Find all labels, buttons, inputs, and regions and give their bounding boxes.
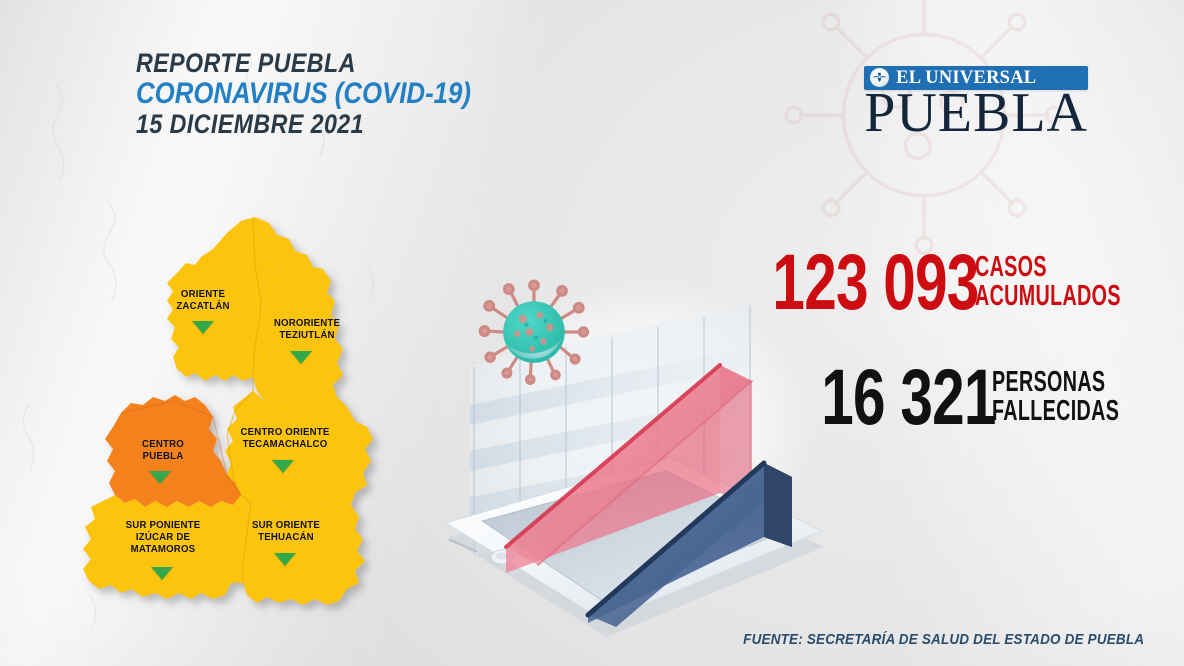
source-note: FUENTE: SECRETARÍA DE SALUD DEL ESTADO D… — [742, 632, 1144, 648]
virus-watermark-icon — [769, 0, 1079, 270]
map-region-centro-puebla — [105, 395, 241, 507]
title-line-coronavirus: CORONAVIRUS (COVID-19) — [136, 76, 471, 110]
coronavirus-particle-icon — [478, 276, 590, 388]
page-title: REPORTE PUEBLA CORONAVIRUS (COVID-19) 15… — [136, 48, 525, 140]
stat-casos-acumulados: 123 093 CASOS ACUMULADOS — [700, 237, 1184, 326]
stat-casos-label-line1: CASOS — [974, 250, 1047, 283]
brand-logo[interactable]: EL UNIVERSAL PUEBLA — [864, 66, 1088, 144]
map-region-oriente-zacatlan — [167, 217, 281, 381]
stat-fallecidas-label-line1: PERSONAS — [991, 365, 1106, 398]
chart-wedge-red — [504, 363, 753, 573]
logo-banner: EL UNIVERSAL — [864, 66, 1088, 90]
title-line-date: 15 DICIEMBRE 2021 — [136, 109, 364, 140]
stat-fallecidas-value: 16 321 — [821, 352, 996, 441]
stat-casos-label: CASOS ACUMULADOS — [974, 250, 1121, 312]
title-line-report: REPORTE PUEBLA — [136, 48, 356, 78]
eagle-emblem-icon — [870, 68, 890, 87]
map-region-sur-oriente-tehuacan — [231, 499, 365, 605]
map-region-centro-oriente-tecamachalco — [225, 391, 373, 509]
logo-main-text: PUEBLA — [864, 82, 1088, 144]
chart-wedge-blue — [585, 460, 792, 627]
stat-fallecidas-label-line2: FALLECIDAS — [991, 394, 1119, 427]
tablet-chart-illustration — [420, 255, 840, 655]
virus-surface-proteins — [514, 311, 554, 352]
stat-personas-fallecidas: 16 321 PERSONAS FALLECIDAS — [760, 352, 1179, 441]
stat-casos-label-line2: ACUMULADOS — [974, 279, 1121, 312]
virus-spikes — [478, 279, 590, 385]
map-region-sur-poniente-izucar — [83, 495, 251, 599]
puebla-region-map[interactable]: ORIENTE ZACATLÁN NORORIENTE TEZIUTLÁN CE… — [55, 205, 395, 645]
virus-body — [503, 301, 565, 363]
stat-casos-value: 123 093 — [772, 237, 979, 326]
logo-banner-text: EL UNIVERSAL — [896, 67, 1037, 88]
map-region-nororiente-teziutlan — [251, 217, 343, 405]
stat-fallecidas-label: PERSONAS FALLECIDAS — [991, 365, 1119, 427]
